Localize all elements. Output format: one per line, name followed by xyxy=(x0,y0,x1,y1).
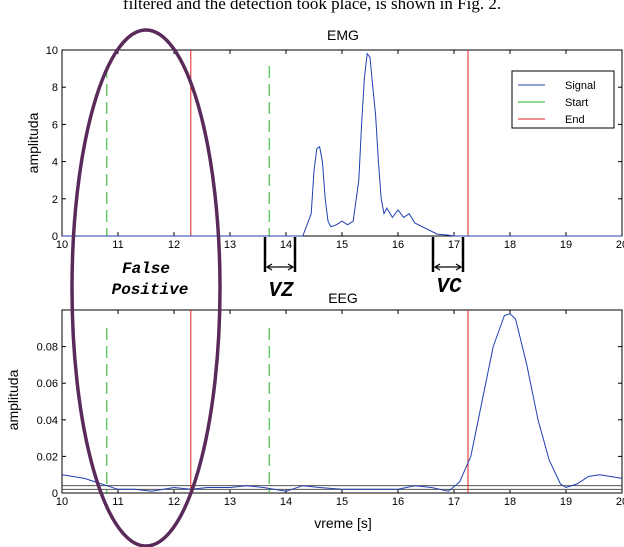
eeg-panel: EEG 10 11 12 13 14 15 16 17 18 19 20 0 0.02 0.04 0.06… xyxy=(5,290,624,531)
eeg-threshold-lines xyxy=(62,485,622,490)
eeg-xlabel: vreme [s] xyxy=(314,515,372,531)
eeg-y-tick-label: 0.04 xyxy=(37,415,58,427)
legend-signal-label: Signal xyxy=(565,80,596,92)
emg-x-tick-label: 19 xyxy=(560,239,572,251)
emg-x-tick-label: 17 xyxy=(448,239,460,251)
emg-y-tick-label: 2 xyxy=(52,194,58,206)
emg-x-tick-label: 11 xyxy=(112,239,123,251)
eeg-title: EEG xyxy=(328,290,358,306)
emg-x-tick-label: 14 xyxy=(280,239,292,251)
eeg-signal-line xyxy=(61,313,623,492)
eeg-x-tick-label: 15 xyxy=(336,496,348,508)
vz-label: VZ xyxy=(268,280,294,303)
emg-marker-lines xyxy=(106,50,469,236)
eeg-x-tick-label: 18 xyxy=(504,496,516,508)
emg-y-tick-label: 10 xyxy=(46,45,58,57)
emg-panel: EMG 10 11 12 13 14 15 16 17 18 19 20 0 2 4 6 8 10 ampli… xyxy=(25,27,624,251)
eeg-x-tick-label: 19 xyxy=(560,496,572,508)
emg-x-tick-label: 10 xyxy=(56,239,68,251)
eeg-y-tick-label: 0.02 xyxy=(37,451,58,463)
eeg-y-ticks: 0 0.02 0.04 0.06 0.08 xyxy=(37,342,622,500)
legend-start-label: Start xyxy=(565,97,588,109)
emg-x-tick-label: 20 xyxy=(616,239,624,251)
vc-bracket xyxy=(431,237,465,272)
eeg-x-tick-label: 20 xyxy=(616,496,624,508)
eeg-x-tick-label: 11 xyxy=(112,496,123,508)
eeg-marker-lines xyxy=(106,310,469,493)
false-positive-label-line1: False xyxy=(122,260,170,278)
emg-x-tick-label: 16 xyxy=(392,239,404,251)
emg-title: EMG xyxy=(327,27,359,43)
emg-y-tick-label: 0 xyxy=(52,231,58,243)
emg-x-ticks: 10 11 12 13 14 15 16 17 18 19 20 xyxy=(56,50,624,251)
vz-arrow xyxy=(265,263,295,271)
eeg-y-tick-label: 0.06 xyxy=(37,378,58,390)
caption-text: filtered and the detection took place, i… xyxy=(122,0,502,13)
emg-x-tick-label: 13 xyxy=(224,239,236,251)
emg-signal-line xyxy=(62,52,622,237)
false-positive-label-line2: Positive xyxy=(112,281,189,299)
eeg-x-tick-label: 12 xyxy=(168,496,180,508)
vz-bracket xyxy=(263,237,297,272)
emg-y-tick-label: 4 xyxy=(52,157,58,169)
false-positive-ellipse xyxy=(70,28,222,547)
eeg-y-tick-label: 0.08 xyxy=(37,342,58,354)
eeg-x-tick-label: 10 xyxy=(56,496,68,508)
eeg-y-tick-label: 0 xyxy=(52,488,58,500)
emg-y-ticks: 0 2 4 6 8 10 xyxy=(46,45,622,243)
emg-y-tick-label: 6 xyxy=(52,119,58,131)
emg-x-tick-label: 15 xyxy=(336,239,348,251)
emg-y-tick-label: 8 xyxy=(52,82,58,94)
legend-end-label: End xyxy=(565,114,585,126)
vc-label: VC xyxy=(436,276,462,299)
emg-legend: Signal Start End xyxy=(511,70,615,129)
eeg-axes-box xyxy=(61,309,623,494)
emg-x-tick-label: 18 xyxy=(504,239,516,251)
eeg-x-tick-label: 17 xyxy=(448,496,460,508)
emg-x-tick-label: 12 xyxy=(168,239,180,251)
eeg-x-tick-label: 13 xyxy=(224,496,236,508)
eeg-ylabel: amplituda xyxy=(5,369,21,430)
eeg-x-tick-label: 16 xyxy=(392,496,404,508)
eeg-x-ticks: 10 11 12 13 14 15 16 17 18 19 20 xyxy=(56,310,624,508)
vc-arrow xyxy=(433,263,463,271)
emg-ylabel: amplituda xyxy=(25,112,41,173)
eeg-x-tick-label: 14 xyxy=(280,496,292,508)
